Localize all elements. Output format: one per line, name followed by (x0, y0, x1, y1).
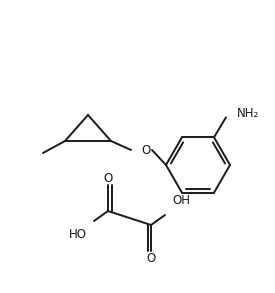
Text: O: O (141, 144, 151, 156)
Text: O: O (146, 251, 156, 265)
Text: OH: OH (172, 195, 190, 207)
Text: O: O (103, 171, 113, 185)
Text: NH₂: NH₂ (237, 107, 259, 120)
Text: HO: HO (69, 229, 87, 241)
